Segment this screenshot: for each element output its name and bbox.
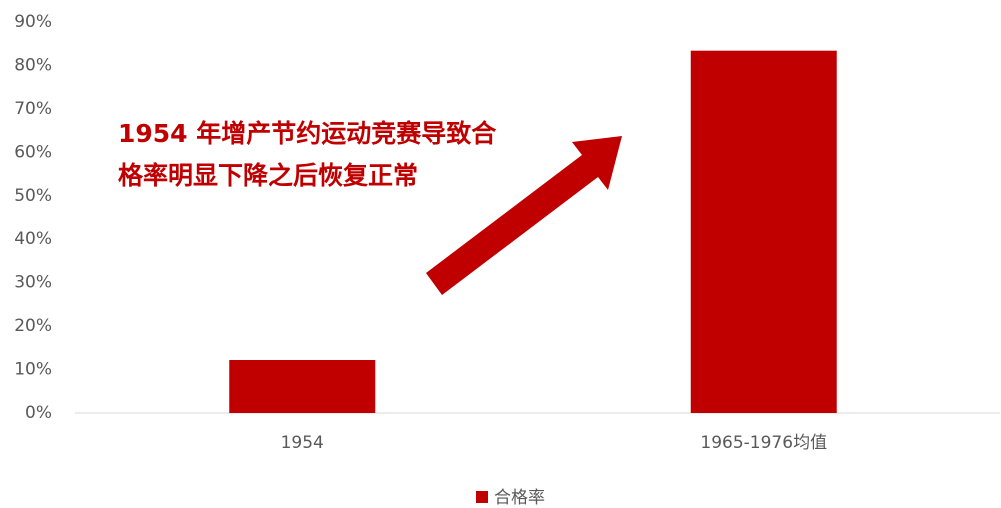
y-tick-label: 50% [14, 186, 52, 206]
bar [229, 359, 376, 413]
y-tick-label: 40% [14, 229, 52, 249]
bar [690, 50, 837, 413]
y-tick-label: 80% [14, 55, 52, 75]
y-tick-label: 30% [14, 273, 52, 293]
annotation: 格率明显下降之后恢复正常 [118, 161, 418, 190]
legend-label: 合格率 [494, 488, 545, 508]
annotation: 1954 年增产节约运动竞赛导致合 [118, 119, 497, 148]
y-tick-label: 0% [25, 403, 52, 423]
x-tick-label: 1965-1976均值 [700, 433, 827, 453]
y-tick-label: 10% [14, 360, 52, 380]
y-tick-label: 20% [14, 316, 52, 336]
arrow [426, 136, 622, 295]
y-tick-label: 90% [14, 12, 52, 32]
y-tick-label: 70% [14, 99, 52, 119]
y-tick-label: 60% [14, 142, 52, 162]
x-tick-label: 1954 [281, 433, 324, 453]
legend-swatch [476, 491, 488, 503]
